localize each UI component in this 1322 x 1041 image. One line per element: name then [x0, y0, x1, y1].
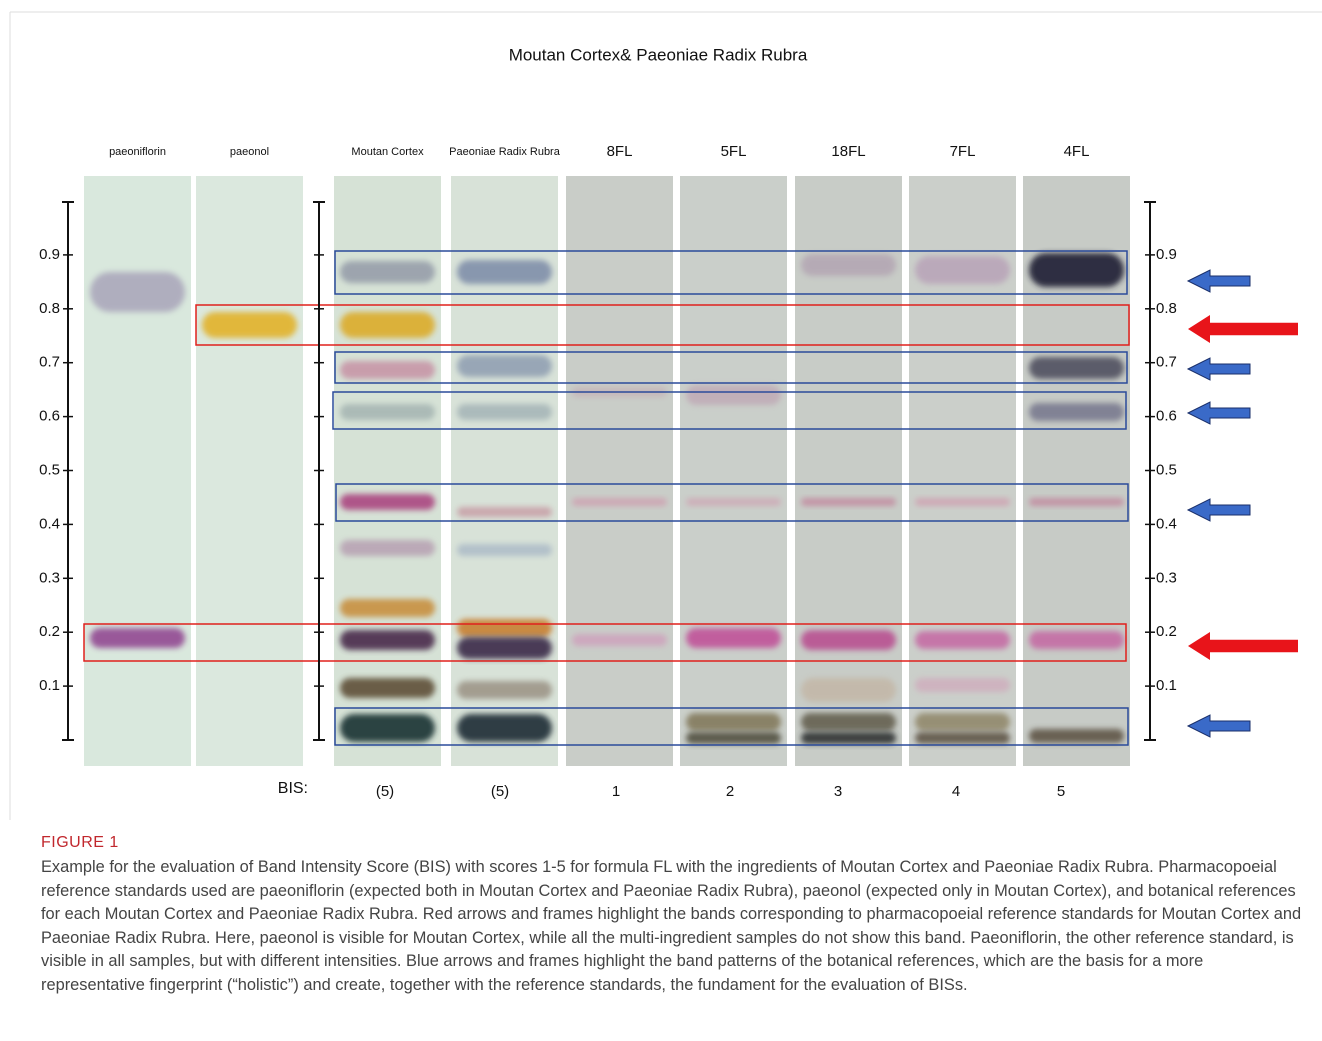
bis-score: 1	[612, 783, 620, 800]
band	[1029, 253, 1124, 287]
caption-label: FIGURE 1	[41, 834, 119, 852]
band	[801, 498, 896, 506]
band	[1029, 631, 1124, 649]
band	[457, 714, 552, 742]
band	[340, 630, 435, 650]
blue-arrow	[1188, 270, 1250, 292]
band	[90, 272, 185, 312]
band	[457, 637, 552, 659]
lane-label: Moutan Cortex	[351, 146, 424, 158]
rf-tick-label: 0.6	[1156, 408, 1177, 425]
blue-arrow	[1188, 402, 1250, 424]
band	[202, 312, 297, 338]
band	[457, 355, 552, 377]
rf-tick-label: 0.7	[39, 354, 60, 371]
band	[915, 678, 1010, 692]
lane-label: 4FL	[1064, 143, 1090, 160]
rf-tick-label: 0.9	[39, 246, 60, 263]
band	[457, 404, 552, 420]
band	[686, 385, 781, 405]
red-arrow	[1188, 315, 1298, 343]
rf-tick-label: 0.7	[1156, 354, 1177, 371]
band	[457, 619, 552, 637]
bis-score: 2	[726, 783, 734, 800]
band	[340, 540, 435, 556]
rf-tick-label: 0.4	[39, 515, 60, 532]
band	[457, 507, 552, 517]
band	[572, 634, 667, 646]
plate-lane	[680, 176, 787, 766]
rf-tick-label: 0.1	[39, 677, 60, 694]
rf-tick-label: 0.5	[39, 461, 60, 478]
plates	[84, 176, 1130, 766]
bis-score: (5)	[376, 783, 394, 800]
band	[457, 544, 552, 556]
band	[572, 498, 667, 506]
bis-score: 5	[1057, 783, 1065, 800]
plate-lane	[84, 176, 191, 766]
rf-tick-label: 0.3	[39, 569, 60, 586]
rf-tick-label: 0.8	[39, 300, 60, 317]
blue-arrow	[1188, 715, 1250, 737]
rf-tick-label: 0.5	[1156, 461, 1177, 478]
band	[915, 713, 1010, 731]
rf-tick-label: 0.2	[39, 623, 60, 640]
band	[801, 630, 896, 650]
caption-text: Example for the evaluation of Band Inten…	[41, 856, 1309, 998]
rf-tick-label: 0.9	[1156, 246, 1177, 263]
lane-label: 18FL	[831, 143, 865, 160]
rf-tick-label: 0.8	[1156, 300, 1177, 317]
bis-score: (5)	[491, 783, 509, 800]
figure-title: Moutan Cortex& Paeoniae Radix Rubra	[509, 45, 808, 64]
band	[340, 494, 435, 510]
bis-label: BIS:	[278, 780, 308, 797]
lane-label: 8FL	[607, 143, 633, 160]
plate-lane	[566, 176, 673, 766]
lane-label: paeonol	[230, 146, 269, 158]
rf-tick-label: 0.6	[39, 408, 60, 425]
band	[686, 732, 781, 744]
band	[686, 713, 781, 731]
band	[340, 404, 435, 420]
lane-label: 5FL	[721, 143, 747, 160]
band	[340, 361, 435, 379]
band	[340, 599, 435, 617]
band	[90, 628, 185, 648]
band	[1029, 498, 1124, 506]
lane-label: 7FL	[950, 143, 976, 160]
band	[915, 498, 1010, 506]
red-arrow	[1188, 632, 1298, 660]
lane-label: Paeoniae Radix Rubra	[449, 146, 561, 158]
blue-arrow	[1188, 358, 1250, 380]
bis-score: 4	[952, 783, 960, 800]
page: Moutan Cortex& Paeoniae Radix Rubra paeo…	[0, 0, 1322, 1041]
blue-arrow	[1188, 499, 1250, 521]
rf-tick-label: 0.2	[1156, 623, 1177, 640]
band	[1029, 403, 1124, 421]
band	[686, 498, 781, 506]
band	[1029, 357, 1124, 379]
rf-tick-label: 0.4	[1156, 515, 1177, 532]
plate-lane	[196, 176, 303, 766]
band	[340, 261, 435, 283]
lane-label: paeoniflorin	[109, 146, 166, 158]
band	[915, 256, 1010, 284]
band	[686, 628, 781, 648]
band	[457, 681, 552, 699]
band	[340, 678, 435, 698]
band	[801, 713, 896, 731]
band	[1029, 729, 1124, 743]
rf-tick-label: 0.1	[1156, 677, 1177, 694]
rf-tick-label: 0.3	[1156, 569, 1177, 586]
bis-score: 3	[834, 783, 842, 800]
band	[801, 254, 896, 276]
band	[340, 714, 435, 742]
band	[340, 312, 435, 338]
figure: Moutan Cortex& Paeoniae Radix Rubra paeo…	[0, 0, 1322, 820]
band	[457, 260, 552, 284]
band	[915, 732, 1010, 744]
band	[801, 678, 896, 702]
band	[915, 631, 1010, 649]
band	[801, 732, 896, 744]
